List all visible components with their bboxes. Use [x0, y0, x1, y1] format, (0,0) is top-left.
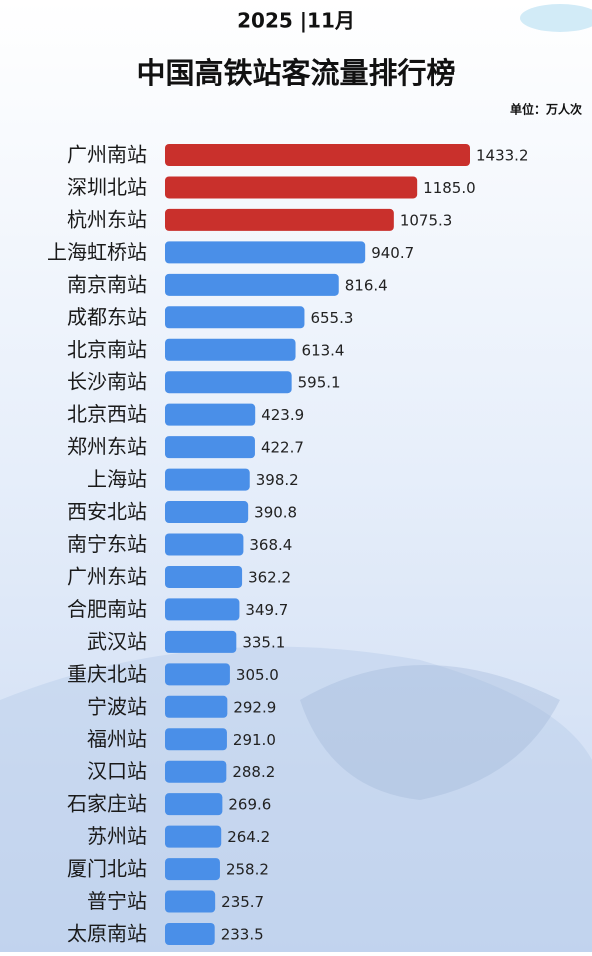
bar: [165, 760, 227, 783]
category-label: 上海虹桥站: [47, 240, 147, 264]
value-label: 269.6: [228, 796, 271, 814]
bar: [165, 793, 223, 816]
value-label: 613.4: [302, 341, 345, 359]
bar: [165, 144, 470, 166]
value-label: 655.3: [310, 309, 353, 327]
value-label: 390.8: [254, 504, 297, 522]
bar: [165, 890, 216, 913]
value-label: 264.2: [227, 828, 270, 846]
value-label: 1185.0: [423, 179, 476, 197]
bar: [165, 533, 244, 556]
bar: [165, 208, 394, 231]
category-label: 苏州站: [87, 824, 147, 848]
category-label: 宁波站: [87, 694, 147, 718]
category-label: 普宁站: [87, 889, 147, 913]
value-label: 305.0: [236, 666, 279, 684]
value-label: 1433.2: [476, 147, 529, 165]
bar: [165, 565, 243, 588]
category-label: 武汉站: [87, 629, 147, 653]
decoration: [520, 4, 592, 32]
category-label: 汉口站: [87, 759, 147, 783]
value-label: 233.5: [221, 926, 264, 944]
bar: [165, 273, 339, 296]
value-label: 595.1: [298, 374, 341, 392]
bar: [165, 403, 256, 426]
bar: [165, 306, 305, 329]
category-label: 合肥南站: [67, 597, 147, 621]
category-label: 广州东站: [67, 564, 147, 588]
category-label: 广州南站: [67, 143, 147, 167]
bar: [165, 598, 240, 621]
bar: [165, 728, 227, 751]
category-label: 郑州东站: [67, 435, 147, 459]
category-label: 杭州东站: [67, 207, 147, 231]
category-label: 重庆北站: [67, 662, 147, 686]
value-label: 288.2: [232, 763, 275, 781]
category-label: 福州站: [87, 727, 147, 751]
value-label: 362.2: [248, 568, 291, 586]
value-label: 816.4: [345, 276, 388, 294]
bar: [165, 825, 222, 848]
value-label: 235.7: [221, 893, 264, 911]
category-label: 深圳北站: [67, 175, 147, 199]
value-label: 335.1: [242, 633, 285, 651]
bar: [165, 501, 249, 524]
unit-label: 单位：万人次: [510, 102, 582, 117]
category-label: 成都东站: [67, 305, 147, 329]
value-label: 258.2: [226, 861, 269, 879]
bar: [165, 436, 255, 459]
value-label: 292.9: [233, 698, 276, 716]
bar: [165, 923, 215, 945]
value-label: 422.7: [261, 439, 304, 457]
value-label: 398.2: [256, 471, 299, 489]
category-label: 石家庄站: [67, 792, 147, 816]
bar: [165, 858, 220, 881]
value-label: 349.7: [245, 601, 288, 619]
bar: [165, 663, 230, 686]
category-label: 西安北站: [67, 500, 147, 524]
bar: [165, 176, 418, 199]
train-decoration: [0, 646, 592, 952]
subtitle: 2025 |11月: [237, 9, 355, 33]
chart-title: 中国高铁站客流量排行榜: [136, 56, 455, 90]
category-label: 上海站: [87, 467, 147, 491]
category-label: 北京南站: [67, 337, 147, 361]
bar: [165, 468, 250, 491]
category-label: 北京西站: [67, 402, 147, 426]
category-label: 南京南站: [67, 272, 147, 296]
bar: [165, 630, 237, 653]
bar: [165, 338, 296, 361]
value-label: 940.7: [371, 244, 414, 262]
category-label: 长沙南站: [67, 370, 147, 394]
bar: [165, 695, 228, 718]
value-label: 291.0: [233, 731, 276, 749]
category-label: 厦门北站: [67, 857, 147, 881]
value-label: 1075.3: [400, 211, 453, 229]
bar: [165, 241, 366, 264]
value-label: 368.4: [249, 536, 292, 554]
bar: [165, 371, 292, 394]
category-label: 南宁东站: [67, 532, 147, 556]
category-label: 太原南站: [67, 922, 147, 946]
train-decoration: [300, 665, 560, 800]
value-label: 423.9: [261, 406, 304, 424]
